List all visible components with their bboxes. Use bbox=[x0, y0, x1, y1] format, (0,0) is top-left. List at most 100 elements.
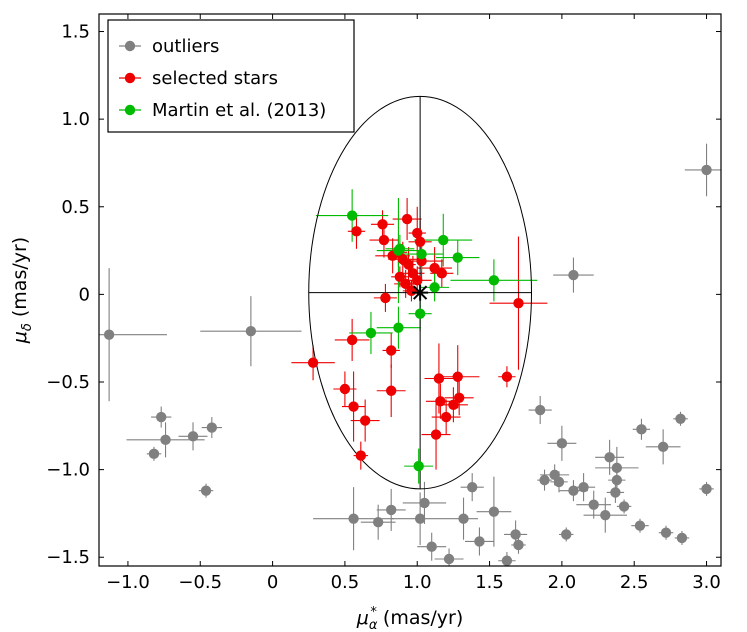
point-1-12 bbox=[412, 275, 423, 286]
y-axis-label: μδ (mas/yr) bbox=[9, 237, 35, 344]
x-axis-label: μα* (mas/yr) bbox=[356, 605, 464, 632]
point-1-18 bbox=[380, 292, 391, 304]
point-0-37 bbox=[426, 541, 437, 552]
point-0-39 bbox=[458, 513, 469, 524]
point-0-27 bbox=[675, 413, 686, 424]
point-1-13 bbox=[400, 278, 411, 290]
point-0-9 bbox=[200, 485, 212, 496]
point-1-34 bbox=[430, 429, 442, 440]
point-0-40 bbox=[467, 481, 478, 493]
plot-frame bbox=[98, 13, 722, 567]
legend: outliers selected stars Martin et al. (201… bbox=[107, 19, 355, 133]
point-1-1 bbox=[377, 219, 388, 230]
point-0-15 bbox=[568, 485, 579, 496]
x-tick-label-7: 2.5 bbox=[620, 572, 649, 593]
point-2-9 bbox=[393, 322, 404, 333]
point-1-9 bbox=[412, 227, 423, 239]
point-1-25 bbox=[359, 415, 371, 426]
point-1-20 bbox=[346, 334, 358, 346]
point-1-2 bbox=[378, 234, 390, 246]
x-tick-label-2: 0 bbox=[267, 572, 278, 593]
point-1-0 bbox=[351, 226, 362, 237]
point-1-19 bbox=[307, 357, 319, 368]
point-1-7 bbox=[403, 259, 414, 270]
point-0-22 bbox=[611, 474, 623, 486]
point-0-32 bbox=[348, 513, 359, 524]
legend-marker-1 bbox=[124, 72, 136, 84]
point-0-19 bbox=[600, 509, 611, 521]
point-0-31 bbox=[701, 483, 712, 495]
point-0-17 bbox=[561, 529, 572, 540]
legend-label-2: Martin et al. (2013) bbox=[152, 100, 326, 121]
point-2-10 bbox=[365, 327, 377, 339]
y-axis-label-sub: δ bbox=[20, 323, 35, 331]
point-1-14 bbox=[394, 271, 406, 283]
legend-label-0: outliers bbox=[152, 36, 219, 57]
legend-marker-2 bbox=[124, 104, 136, 116]
x-axis-label-symbol: μ bbox=[356, 607, 369, 629]
y-axis-label-symbol: μ bbox=[9, 331, 31, 344]
y-tick-label-5: 1.0 bbox=[61, 109, 90, 130]
point-0-1 bbox=[245, 325, 257, 337]
point-1-24 bbox=[348, 401, 359, 412]
point-2-4 bbox=[438, 234, 449, 246]
point-2-2 bbox=[394, 243, 406, 255]
point-2-11 bbox=[413, 460, 424, 472]
point-2-3 bbox=[416, 248, 427, 260]
ticks-layer: −1.0 −0.5 0 0.5 1.0 1.5 2.0 2.5 3.0 −1.5 −1.0 −0.5 0… bbox=[46, 14, 721, 593]
y-tick-label-0: −1.5 bbox=[46, 547, 90, 568]
point-2-8 bbox=[414, 308, 426, 319]
point-0-21 bbox=[611, 462, 623, 474]
x-tick-label-5: 1.5 bbox=[475, 572, 504, 593]
point-0-35 bbox=[414, 513, 426, 524]
point-1-23 bbox=[339, 383, 351, 395]
point-1-32 bbox=[440, 411, 452, 423]
point-1-35 bbox=[355, 450, 367, 461]
point-0-26 bbox=[657, 441, 669, 453]
point-0-42 bbox=[488, 506, 500, 517]
center-marker-d2 bbox=[413, 285, 428, 300]
point-2-5 bbox=[452, 252, 463, 263]
legend-marker-0 bbox=[124, 40, 136, 52]
x-tick-label-0: −1.0 bbox=[106, 572, 150, 593]
point-1-3 bbox=[401, 213, 413, 225]
x-axis-label-sup: * bbox=[370, 605, 377, 620]
point-0-36 bbox=[419, 497, 430, 509]
point-2-7 bbox=[429, 282, 440, 293]
point-2-6 bbox=[488, 275, 500, 286]
point-1-29 bbox=[435, 396, 446, 407]
point-1-27 bbox=[433, 373, 445, 384]
point-0-38 bbox=[443, 553, 455, 565]
y-tick-label-1: −1.0 bbox=[46, 460, 90, 481]
point-0-13 bbox=[539, 474, 550, 486]
point-0-8 bbox=[206, 422, 218, 433]
point-1-16 bbox=[429, 262, 440, 274]
x-axis-label-sub: α bbox=[369, 618, 378, 632]
point-0-14 bbox=[553, 476, 565, 488]
point-0-6 bbox=[160, 434, 171, 446]
point-0-2 bbox=[568, 269, 579, 281]
point-0-5 bbox=[148, 448, 160, 460]
point-1-33 bbox=[501, 371, 513, 382]
point-0-29 bbox=[660, 527, 672, 538]
point-1-31 bbox=[448, 399, 459, 410]
y-tick-label-3: 0 bbox=[79, 284, 90, 305]
point-1-30 bbox=[453, 392, 465, 403]
point-0-30 bbox=[676, 532, 688, 544]
point-1-22 bbox=[513, 297, 524, 309]
point-0-18 bbox=[588, 499, 599, 510]
point-0-28 bbox=[634, 520, 646, 531]
y-tick-label-2: −0.5 bbox=[46, 372, 90, 393]
point-1-17 bbox=[436, 268, 448, 279]
y-tick-label-4: 0.5 bbox=[61, 197, 90, 218]
x-tick-label-1: −0.5 bbox=[178, 572, 222, 593]
x-tick-label-8: 3.0 bbox=[692, 572, 721, 593]
point-0-7 bbox=[187, 431, 199, 442]
point-0-0 bbox=[103, 329, 115, 340]
y-tick-label-6: 1.5 bbox=[61, 22, 90, 43]
legend-label-1: selected stars bbox=[152, 68, 278, 89]
point-1-26 bbox=[385, 385, 397, 396]
x-tick-label-6: 2.0 bbox=[548, 572, 577, 593]
center-marker-layer bbox=[412, 284, 429, 301]
